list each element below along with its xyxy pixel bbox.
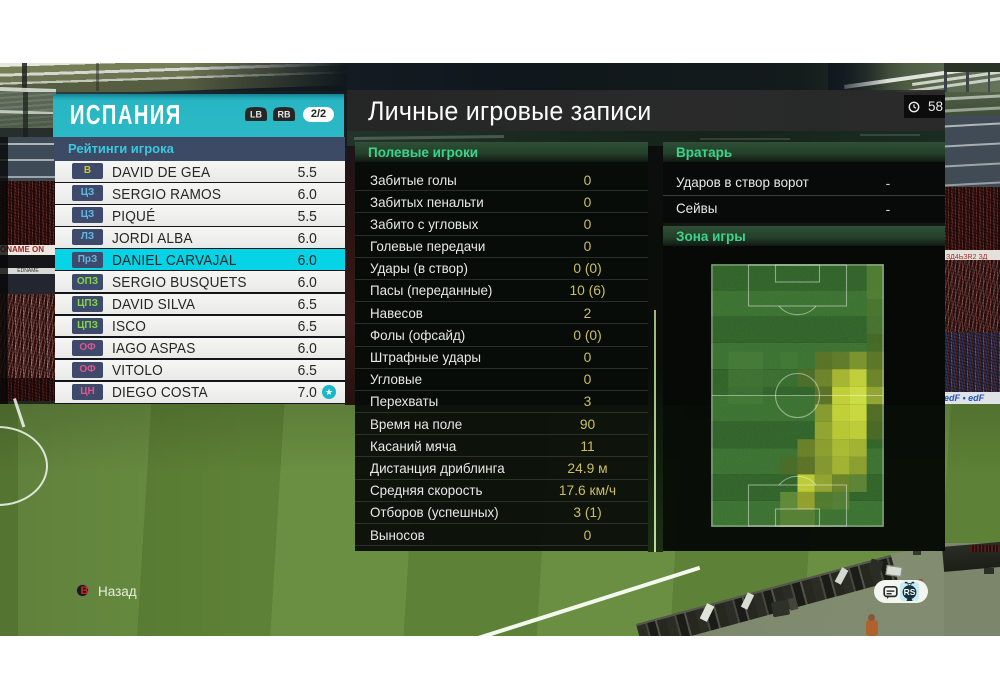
svg-text:RS: RS — [904, 587, 916, 597]
svg-text:LB: LB — [250, 110, 262, 120]
svg-text:RB: RB — [278, 110, 291, 120]
